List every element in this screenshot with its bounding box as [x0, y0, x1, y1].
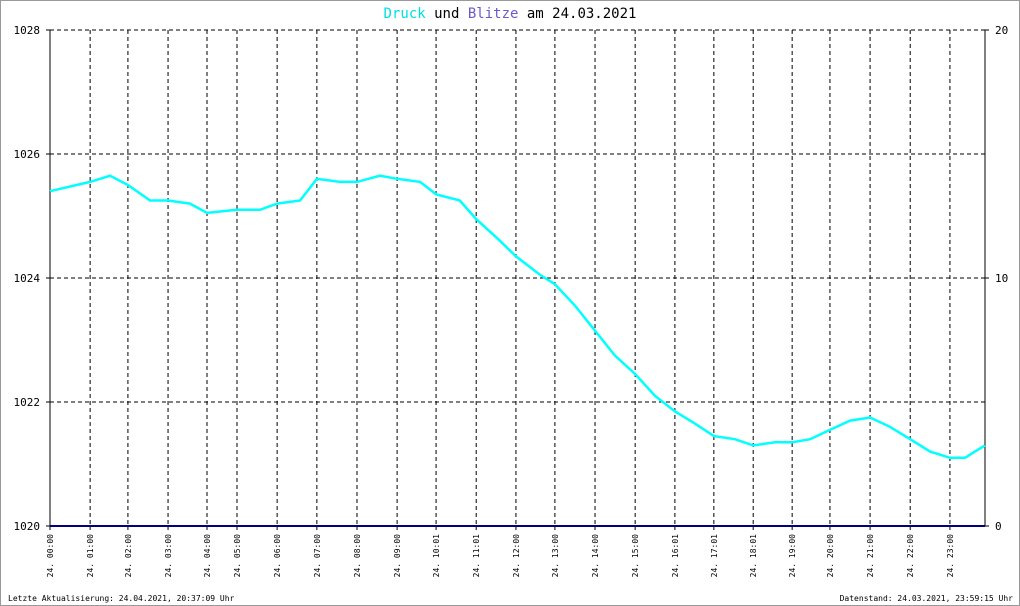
x-tick-label: 24. 22:00 — [906, 534, 915, 578]
x-tick-label: 24. 19:00 — [788, 534, 797, 578]
y-tick-label: 1020 — [14, 520, 41, 533]
x-tick-label: 24. 10:01 — [432, 534, 441, 578]
x-tick-label: 24. 13:00 — [551, 534, 560, 578]
x-tick-label: 24. 15:00 — [631, 534, 640, 578]
title-part: am 24.03.2021 — [527, 6, 637, 22]
x-tick-label: 24. 06:00 — [273, 534, 282, 578]
x-tick-label: 24. 20:00 — [826, 534, 835, 578]
y-tick-label: 1026 — [14, 148, 41, 161]
x-tick-label: 24. 00:00 — [46, 534, 55, 578]
series-line — [49, 174, 986, 460]
x-tick-label: 24. 21:00 — [866, 534, 875, 578]
x-tick-label: 24. 18:01 — [749, 534, 758, 578]
title-part: Druck — [384, 6, 427, 22]
x-tick-label: 24. 23:00 — [946, 534, 955, 578]
x-tick-label: 24. 04:00 — [203, 534, 212, 578]
y2-tick-label: 20 — [995, 24, 1008, 37]
x-tick-label: 24. 14:00 — [591, 534, 600, 578]
title-part: Blitze — [468, 6, 519, 22]
y-tick-label: 1024 — [14, 272, 41, 285]
y-tick-label: 1028 — [14, 24, 41, 37]
x-tick-label: 24. 07:00 — [313, 534, 322, 578]
y2-tick-label: 10 — [995, 272, 1008, 285]
chart-title: Druck und Blitze am 24.03.2021 — [384, 6, 637, 22]
footer-left: Letzte Aktualisierung: 24.04.2021, 20:37… — [8, 594, 235, 603]
x-tick-label: 24. 03:00 — [164, 534, 173, 578]
y-tick-label: 1022 — [14, 396, 41, 409]
x-tick-label: 24. 09:00 — [393, 534, 402, 578]
x-tick-label: 24. 08:00 — [353, 534, 362, 578]
x-tick-label: 24. 11:01 — [472, 534, 481, 578]
footer-right: Datenstand: 24.03.2021, 23:59:15 Uhr — [840, 594, 1014, 603]
x-tick-label: 24. 02:00 — [124, 534, 133, 578]
x-tick-label: 24. 17:01 — [710, 534, 719, 578]
x-tick-label: 24. 05:00 — [233, 534, 242, 578]
y2-tick-label: 0 — [995, 520, 1002, 533]
x-tick-label: 24. 16:01 — [671, 534, 680, 578]
x-tick-label: 24. 12:00 — [512, 534, 521, 578]
title-part: und — [434, 6, 459, 22]
x-tick-label: 24. 01:00 — [86, 534, 95, 578]
